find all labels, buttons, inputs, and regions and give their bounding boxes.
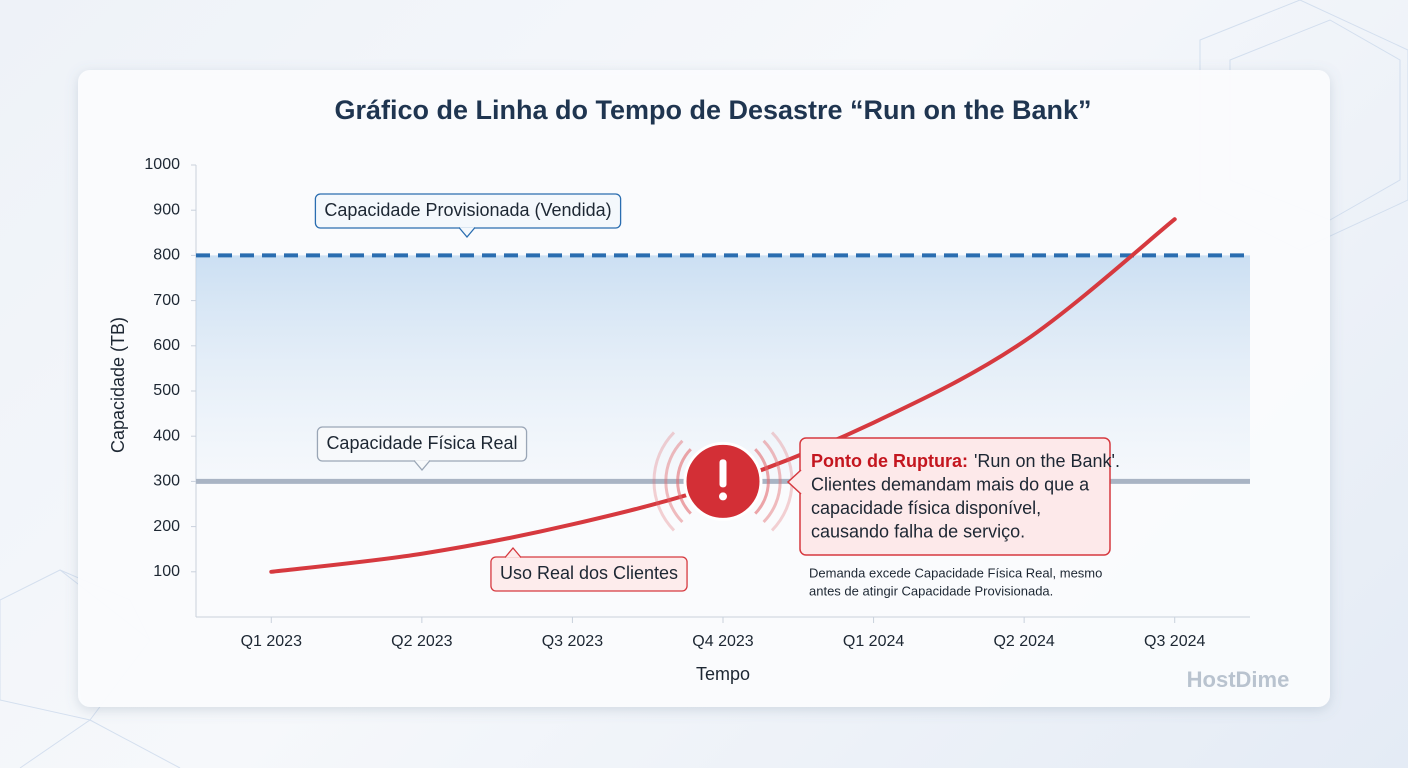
x-axis-label: Tempo [696,664,750,684]
annotation-label: Ponto de Ruptura: [811,451,968,471]
annotation-line: causando falha de serviço. [811,521,1025,541]
y-tick-label: 600 [153,337,180,354]
x-tick-label: Q1 2024 [843,633,904,650]
annotation-line: 'Run on the Bank'. [974,451,1120,471]
reference-label-text: Capacidade Provisionada (Vendida) [324,200,611,220]
annotation-box [799,437,1111,556]
x-tick-label: Q2 2024 [993,633,1054,650]
y-tick-label: 1000 [144,156,180,173]
y-axis-label: Capacidade (TB) [108,317,128,453]
series-label: Uso Real dos Clientes [490,546,688,592]
x-tick-label: Q3 2024 [1144,633,1205,650]
annotation-line: Clientes demandam mais do que a [811,474,1090,494]
y-tick-label: 800 [153,247,180,264]
reference-label-text: Capacidade Física Real [326,433,517,453]
annotation-note: Demanda excede Capacidade Física Real, m… [809,565,1102,580]
alert-icon [719,492,727,501]
y-tick-label: 700 [153,292,180,309]
annotation-note: antes de atingir Capacidade Provisionada… [809,583,1053,598]
x-tick-label: Q4 2023 [692,633,753,650]
series-label-box [490,556,688,592]
reference-label: Capacidade Provisionada (Vendida) [314,193,622,239]
alert-ripple [664,439,782,524]
x-tick-label: Q1 2023 [241,633,302,650]
annotation-pointer [786,469,802,495]
series-label-pointer [504,546,522,558]
watermark: HostDime [1187,667,1290,692]
chart-title: Gráfico de Linha do Tempo de Desastre “R… [334,95,1091,125]
y-tick-label: 900 [153,201,180,218]
reference-label-pointer [458,227,476,239]
x-tick-label: Q2 2023 [391,633,452,650]
series-label-text: Uso Real dos Clientes [500,563,678,583]
y-tick-label: 500 [153,382,180,399]
y-tick-label: 400 [153,427,180,444]
y-tick-label: 300 [153,473,180,490]
reference-label-pointer [413,460,431,472]
alert-icon [719,459,727,488]
annotation-line: capacidade física disponível, [811,498,1041,518]
annotation-text: Ponto de Ruptura: 'Run on the Bank'. [811,451,1120,471]
x-tick-label: Q3 2023 [542,633,603,650]
y-tick-label: 100 [153,563,180,580]
reference-label: Capacidade Física Real [316,426,528,472]
alert-ripple [676,448,770,515]
y-tick-label: 200 [153,518,180,535]
